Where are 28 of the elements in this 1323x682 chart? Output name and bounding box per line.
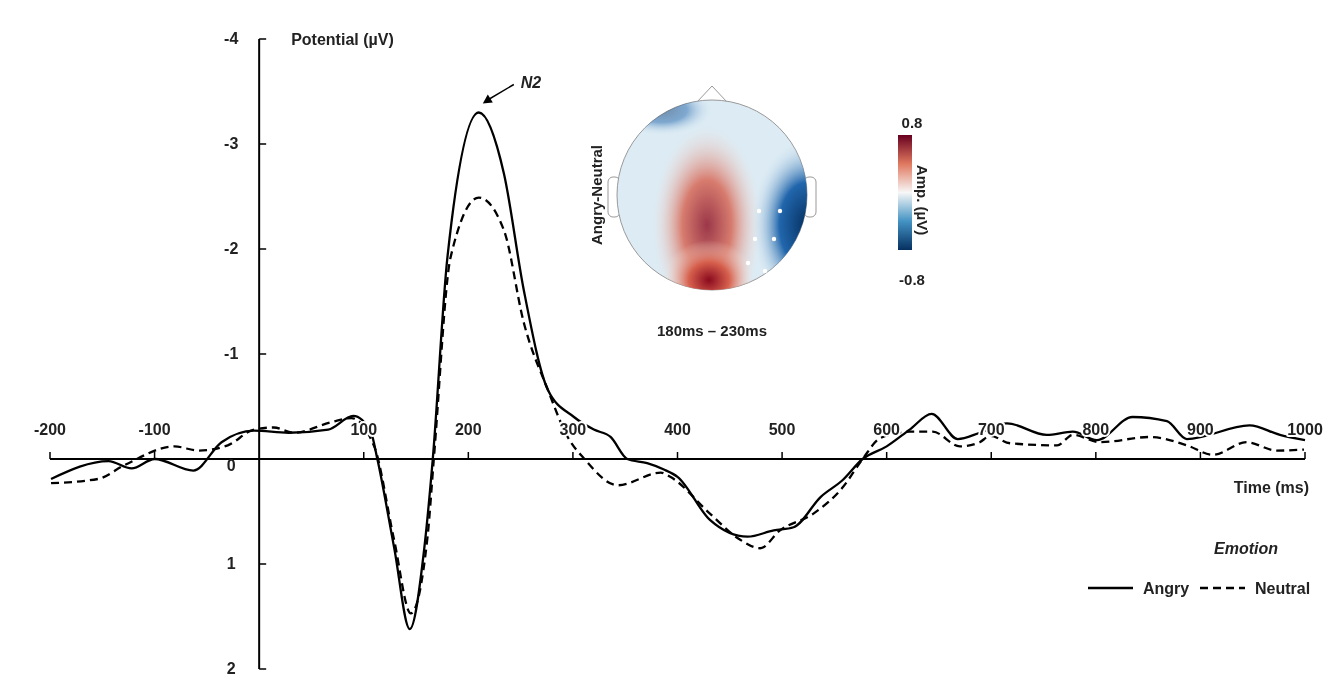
x-tick-label: 1000 xyxy=(1287,421,1323,438)
annotation: 180ms – 230ms xyxy=(656,321,768,339)
annotation: Amp. (µV) xyxy=(914,164,932,236)
y-axis-title: Potential (µV) xyxy=(291,31,394,48)
x-tick-label: -200 xyxy=(33,421,67,438)
y-tick-label: -2 xyxy=(224,240,239,257)
annotation: -0.8 xyxy=(899,270,925,288)
y-tick-label: -1 xyxy=(224,345,239,362)
y-tick-label: 2 xyxy=(226,660,236,677)
legend-label: Neutral xyxy=(1255,580,1311,597)
x-tick-label: -100 xyxy=(138,421,171,438)
y-tick-label: 1 xyxy=(226,555,236,572)
x-tick-label: 200 xyxy=(454,421,482,438)
x-tick-label: 600 xyxy=(873,421,901,438)
x-tick-label: 500 xyxy=(768,421,796,438)
x-tick-label: 300 xyxy=(559,421,587,438)
x-axis-title: Time (ms) xyxy=(1233,479,1309,496)
annotation: Angry-Neutral xyxy=(587,144,605,246)
annotation: 0.8 xyxy=(901,113,923,131)
x-tick-label: 400 xyxy=(664,421,691,438)
y-tick-label: 0 xyxy=(226,457,236,474)
x-tick-label: 900 xyxy=(1187,421,1214,438)
legend-title: Emotion xyxy=(1214,540,1279,557)
legend-label: Angry xyxy=(1143,580,1190,597)
y-tick-label: -3 xyxy=(224,135,239,152)
y-tick-label: -4 xyxy=(224,30,239,47)
annotation: N2 xyxy=(520,73,542,91)
x-tick-label: 800 xyxy=(1082,421,1110,438)
